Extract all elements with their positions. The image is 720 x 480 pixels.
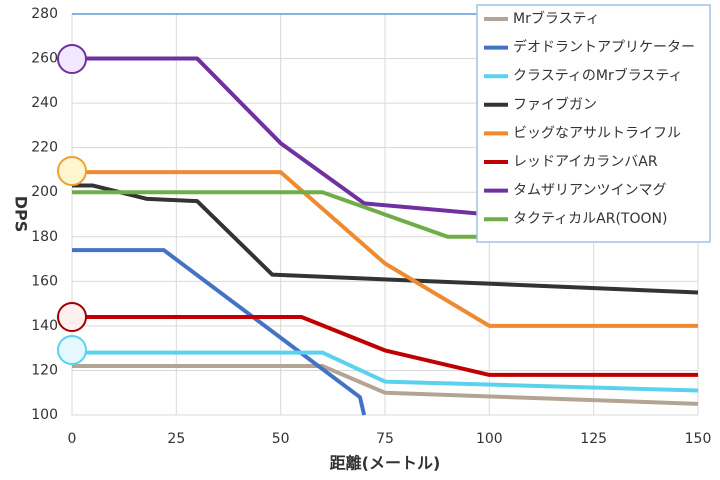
legend: MrブラスティデオドラントアプリケータークラスティのMrブラスティファイブガンビ…	[476, 4, 711, 243]
legend-label: レッドアイカランバAR	[513, 154, 658, 170]
icon	[57, 44, 87, 74]
series-line	[72, 314, 698, 377]
y-tick-label: 140	[31, 318, 58, 334]
legend-label: デオドラントアプリケーター	[513, 39, 695, 56]
series-line	[72, 248, 367, 416]
legend-label: ビッグなアサルトライフル	[513, 125, 681, 141]
x-axis-label: 距離(メートル)	[330, 454, 441, 473]
icon	[57, 335, 87, 365]
x-tick-label: 25	[167, 431, 185, 447]
x-tick-label: 150	[685, 431, 712, 447]
y-tick-label: 180	[31, 229, 58, 245]
y-tick-label: 280	[31, 6, 58, 22]
series-line	[72, 170, 698, 328]
legend-label: タクティカルAR(TOON)	[513, 211, 667, 227]
x-tick-label: 75	[376, 431, 394, 447]
y-tick-label: 200	[31, 184, 58, 200]
y-tick-label: 100	[31, 407, 58, 423]
y-axis-label: DPS	[12, 196, 31, 233]
x-tick-label: 100	[476, 431, 503, 447]
legend-box	[476, 4, 711, 243]
series-line	[72, 183, 699, 295]
x-tick-label: 50	[272, 431, 290, 447]
y-tick-label: 220	[31, 140, 58, 156]
legend-label: ファイブガン	[513, 96, 597, 113]
series-line	[72, 363, 699, 406]
legend-label: タムザリアンツインマグ	[513, 183, 666, 199]
y-tick-label: 240	[31, 95, 58, 111]
y-tick-label: 160	[31, 273, 58, 289]
y-tick-label: 260	[31, 51, 58, 67]
legend-label: Mrブラスティ	[513, 10, 600, 27]
legend-label: クラスティのMrブラスティ	[513, 67, 683, 84]
x-tick-label: 0	[68, 431, 77, 447]
y-tick-label: 120	[31, 362, 58, 378]
weapon-icons	[57, 44, 87, 365]
series-line	[72, 350, 699, 393]
icon	[57, 302, 87, 332]
icon	[57, 156, 87, 186]
x-tick-label: 125	[580, 431, 607, 447]
